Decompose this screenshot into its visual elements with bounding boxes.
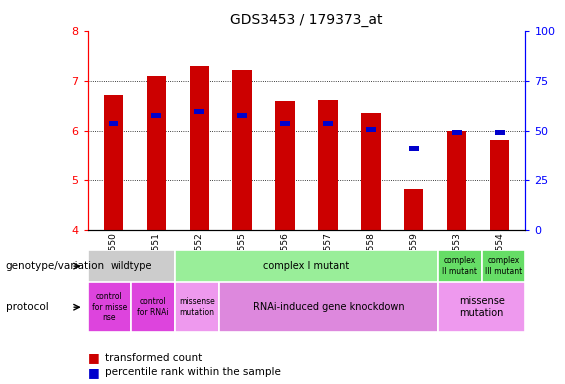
Text: missense
mutation: missense mutation (179, 298, 215, 317)
Text: wildtype: wildtype (111, 261, 152, 271)
Bar (131, 282, 175, 332)
Bar (438, 282, 525, 332)
Bar (88, 282, 131, 332)
Bar (88, 250, 175, 282)
Bar (194, 109, 204, 114)
Bar (108, 121, 118, 126)
Text: transformed count: transformed count (105, 353, 202, 363)
Bar (318, 99, 338, 230)
Bar (323, 121, 333, 126)
Bar (280, 121, 290, 126)
Text: protocol: protocol (6, 302, 49, 312)
Text: complex I mutant: complex I mutant (263, 261, 350, 271)
Bar (495, 129, 505, 134)
Text: complex
III mutant: complex III mutant (485, 256, 522, 276)
Bar (438, 250, 482, 282)
Bar (490, 139, 510, 230)
Bar (103, 94, 123, 230)
Text: control
for misse
nse: control for misse nse (92, 292, 127, 322)
Bar (404, 189, 424, 230)
Bar (151, 113, 161, 118)
Bar (175, 250, 438, 282)
Text: genotype/variation: genotype/variation (6, 261, 105, 271)
Text: complex
II mutant: complex II mutant (442, 256, 477, 276)
Text: missense
mutation: missense mutation (459, 296, 505, 318)
Bar (219, 282, 438, 332)
Bar (366, 127, 376, 132)
Bar (175, 282, 219, 332)
Text: RNAi-induced gene knockdown: RNAi-induced gene knockdown (253, 302, 404, 312)
Bar (482, 250, 525, 282)
Text: ■: ■ (88, 351, 99, 364)
Bar (361, 113, 381, 230)
Bar (452, 129, 462, 134)
Text: percentile rank within the sample: percentile rank within the sample (105, 367, 280, 377)
Bar (409, 146, 419, 151)
Text: control
for RNAi: control for RNAi (137, 298, 169, 317)
Text: ■: ■ (88, 366, 99, 379)
Bar (275, 101, 295, 230)
Bar (189, 66, 209, 230)
Bar (146, 76, 166, 230)
Bar (237, 113, 247, 118)
Title: GDS3453 / 179373_at: GDS3453 / 179373_at (231, 13, 383, 27)
Bar (232, 70, 252, 230)
Bar (447, 131, 467, 230)
